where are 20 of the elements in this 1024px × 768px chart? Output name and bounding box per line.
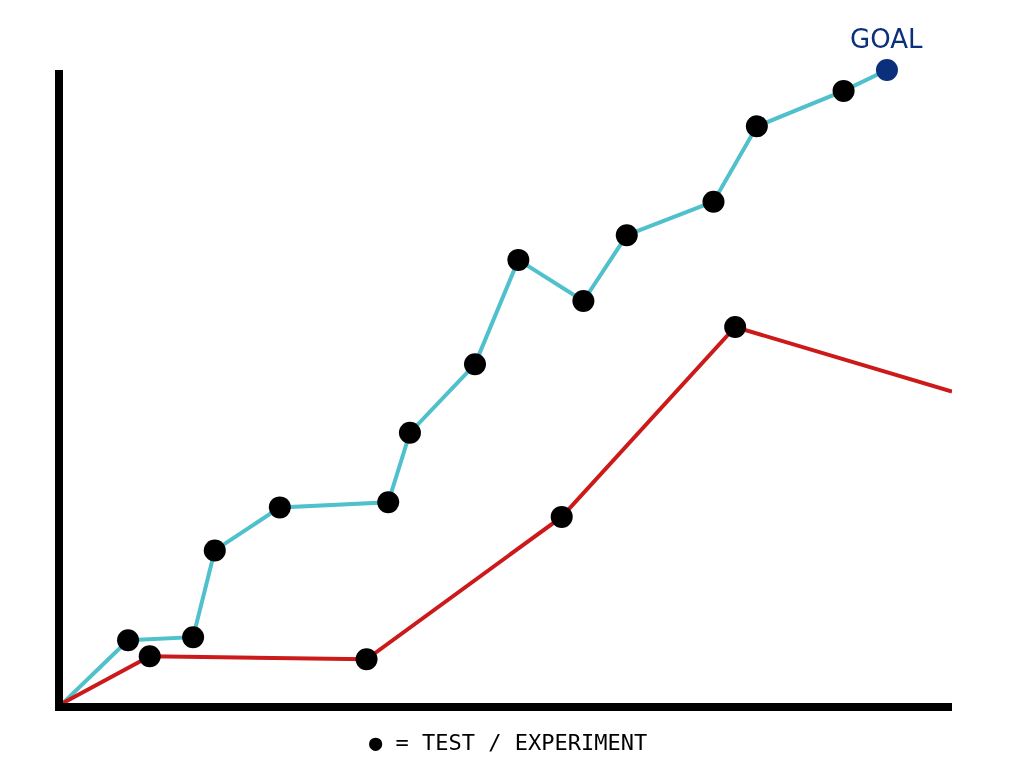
point — [203, 539, 226, 562]
point — [702, 190, 725, 213]
point — [398, 421, 421, 444]
point — [550, 505, 573, 528]
annotation: GOAL — [850, 24, 923, 54]
point — [182, 626, 205, 649]
point — [724, 316, 747, 338]
point — [117, 629, 140, 652]
point — [745, 115, 768, 138]
point — [138, 645, 161, 668]
point — [377, 491, 400, 514]
point — [268, 496, 291, 519]
point — [832, 79, 855, 102]
text: ● = TEST / EXPERIMENT — [369, 730, 648, 755]
point — [572, 290, 595, 313]
point — [875, 59, 898, 81]
point — [615, 224, 638, 247]
point — [355, 648, 378, 671]
point — [507, 248, 530, 271]
point — [463, 353, 486, 376]
